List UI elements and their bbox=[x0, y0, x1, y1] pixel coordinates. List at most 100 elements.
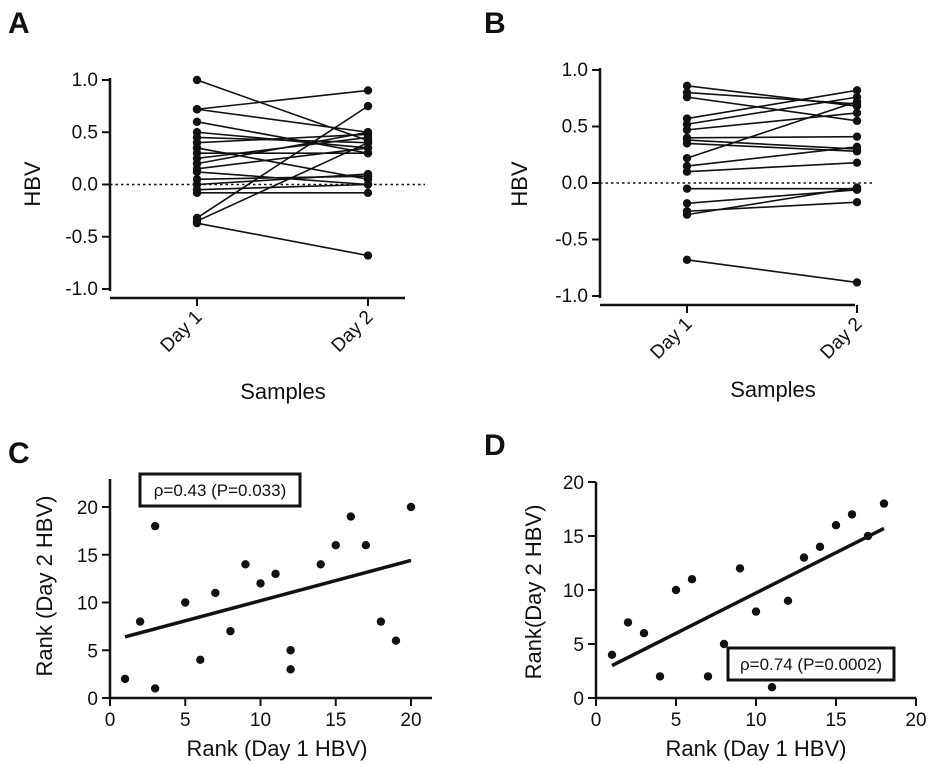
paired-line bbox=[196, 133, 369, 144]
scatter-point bbox=[751, 607, 761, 616]
y-tick-label: 0 bbox=[573, 689, 584, 710]
x-tick-label: 10 bbox=[745, 710, 766, 731]
paired-line bbox=[196, 173, 369, 186]
panel-letter-b: B bbox=[484, 7, 506, 40]
y-tick-label: 0.5 bbox=[562, 117, 588, 138]
paired-line bbox=[686, 135, 858, 139]
x-tick-label: 0 bbox=[105, 710, 116, 731]
day1-point bbox=[682, 167, 692, 176]
scatter-point bbox=[150, 521, 160, 531]
paired-line bbox=[686, 146, 858, 167]
paired-line bbox=[686, 161, 858, 173]
day1-point bbox=[682, 81, 692, 91]
scatter-point bbox=[211, 588, 220, 598]
scatter-point bbox=[703, 672, 713, 681]
scatter-point bbox=[376, 617, 386, 626]
day1-point bbox=[682, 199, 692, 208]
scatter-point bbox=[286, 646, 295, 655]
scatter-point bbox=[226, 626, 235, 636]
scatter-point bbox=[331, 541, 340, 550]
day1-point bbox=[192, 188, 202, 198]
scatter-point bbox=[847, 510, 857, 519]
scatter-point bbox=[655, 672, 665, 681]
y-tick-label: 15 bbox=[77, 546, 98, 567]
x-tick-label: 0 bbox=[591, 710, 602, 731]
day1-point bbox=[682, 153, 692, 163]
scatter-point bbox=[735, 564, 745, 573]
y-tick-label: 0.0 bbox=[72, 175, 98, 196]
scatter-point bbox=[196, 655, 205, 664]
regression-line bbox=[124, 558, 412, 639]
panel-d-scatter-chart: 0 5 10 15 20 0 5 10 15 20 ρ=0.74 (P=0.0002) Rank(Da… bbox=[521, 473, 927, 761]
regression-line bbox=[611, 526, 885, 668]
day1-point bbox=[192, 218, 202, 228]
day2-point bbox=[852, 142, 862, 152]
correlation-annotation-box bbox=[726, 646, 896, 682]
day1-point bbox=[682, 125, 692, 135]
scatter-point bbox=[623, 618, 633, 627]
paired-line bbox=[686, 112, 858, 131]
x-axis-title: Samples bbox=[240, 379, 326, 404]
paired-line bbox=[686, 186, 858, 216]
paired-line bbox=[196, 89, 369, 111]
x-axis-title: Samples bbox=[730, 377, 816, 402]
y-tick-label: 0.0 bbox=[562, 173, 588, 194]
day2-point bbox=[852, 86, 862, 95]
scatter-point bbox=[687, 575, 697, 584]
scatter-point bbox=[783, 596, 793, 605]
x-tick-label: 20 bbox=[400, 710, 421, 731]
y-axis-title: HBV bbox=[507, 161, 532, 207]
paired-line bbox=[686, 100, 858, 159]
y-tick-label: 10 bbox=[563, 581, 584, 602]
day1-point bbox=[682, 139, 692, 148]
x-category-label: Day 2 bbox=[817, 314, 867, 364]
day1-point bbox=[192, 75, 202, 85]
scatter-point bbox=[120, 674, 130, 684]
day2-point bbox=[363, 101, 373, 111]
day2-point bbox=[852, 97, 862, 106]
day2-point bbox=[363, 180, 373, 189]
y-axis-title: Rank(Day 2 HBV) bbox=[521, 505, 546, 680]
y-tick-label: 1.0 bbox=[562, 60, 588, 81]
day2-point bbox=[363, 169, 373, 179]
panel-b-paired-chart: -1.0 -0.5 0.0 0.5 1.0 Day 1 Day 2 HBV Samples bbox=[507, 60, 875, 402]
scatter-point bbox=[181, 598, 190, 607]
paired-line bbox=[196, 105, 369, 219]
y-tick-label: 5 bbox=[573, 635, 584, 656]
day2-point bbox=[852, 183, 862, 192]
day2-point bbox=[852, 158, 862, 167]
scatter-point bbox=[316, 560, 325, 569]
day1-point bbox=[682, 255, 692, 265]
x-tick-label: 5 bbox=[671, 710, 682, 731]
day2-point bbox=[852, 132, 862, 141]
scatter-point bbox=[286, 665, 295, 674]
paired-line bbox=[686, 85, 858, 107]
scatter-point bbox=[271, 569, 280, 579]
y-tick-label: 15 bbox=[563, 527, 584, 548]
day1-point bbox=[192, 167, 202, 177]
paired-line bbox=[196, 136, 369, 144]
day2-point bbox=[363, 188, 373, 198]
scatter-point bbox=[135, 617, 145, 626]
y-axis-title: Rank (Day 2 HBV) bbox=[32, 496, 57, 677]
y-tick-label: 10 bbox=[77, 594, 98, 615]
scatter-point bbox=[150, 684, 160, 693]
paired-line bbox=[196, 79, 369, 142]
x-category-label: Day 1 bbox=[157, 307, 207, 357]
scatter-point bbox=[767, 683, 777, 692]
x-category-label: Day 2 bbox=[328, 307, 378, 357]
paired-line bbox=[686, 89, 858, 120]
scatter-point bbox=[346, 512, 355, 521]
y-tick-label: 0.5 bbox=[72, 122, 98, 143]
day2-point bbox=[363, 138, 373, 147]
scatter-point bbox=[607, 650, 617, 659]
scatter-point bbox=[879, 499, 889, 508]
panel-letter-d: D bbox=[484, 429, 506, 462]
scatter-point bbox=[406, 502, 416, 512]
day2-point bbox=[363, 251, 373, 260]
paired-line bbox=[196, 175, 369, 181]
paired-line bbox=[196, 131, 369, 165]
x-tick-label: 10 bbox=[250, 710, 271, 731]
y-axis-title: HBV bbox=[20, 161, 45, 207]
